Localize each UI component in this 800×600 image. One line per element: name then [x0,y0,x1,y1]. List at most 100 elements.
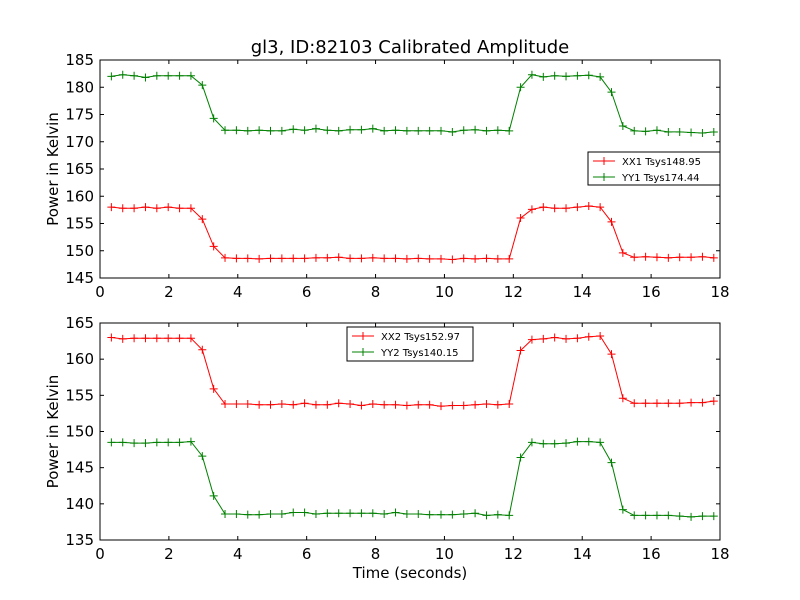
bottom-plot: 0 2 4 6 8 10 12 14 16 18 135 140 145 150 155 160 165 Powe… [44,314,730,563]
data-point-marker [357,254,366,263]
data-point-marker [505,511,514,520]
data-point-marker [539,203,548,212]
data-point-marker [130,71,139,80]
data-point-marker [277,254,286,263]
data-point-marker [687,512,696,521]
data-point-marker [471,254,480,263]
data-point-marker [311,509,320,518]
y-tick-label: 145 [65,459,94,477]
data-point-marker [562,204,571,213]
data-point-marker [266,400,275,409]
data-point-marker [459,401,468,410]
data-point-marker [550,439,559,448]
data-point-marker [596,332,605,341]
data-point-marker [334,399,343,408]
data-point-marker [573,203,582,212]
data-point-marker [641,399,650,408]
data-point-marker [630,511,639,520]
data-point-marker [607,88,616,97]
data-point-marker [232,126,241,135]
data-point-marker [107,72,116,81]
data-point-marker [346,254,355,263]
legend: XX2 Tsys152.97 YY2 Tsys140.15 [346,326,474,362]
y-tick-label: 145 [65,269,94,287]
data-point-marker [437,126,445,135]
data-point-marker [368,124,377,133]
legend-marker [359,332,367,340]
data-point-marker [130,204,139,213]
data-point-marker [493,510,502,519]
data-point-marker [311,124,320,133]
x-tick-label: 10 [435,283,454,301]
data-point-marker [493,126,502,135]
data-point-marker [300,126,309,135]
x-tick-label: 12 [504,283,523,301]
data-point-marker [596,203,605,212]
data-point-marker [368,400,377,409]
data-point-marker [368,509,377,518]
data-point-marker [334,126,343,135]
x-tick-label: 18 [710,545,729,563]
data-point-marker [346,400,355,409]
data-point-marker [687,398,696,407]
data-point-marker [164,438,173,447]
y-tick-label: 175 [65,106,94,124]
top-plot: 0 2 4 6 8 10 12 14 16 18 145 150 155 160 165 170 175 180 1… [44,51,730,301]
data-point-marker [493,254,502,263]
data-point-marker [209,384,218,393]
data-point-marker [675,512,684,521]
data-point-marker [584,332,593,341]
y-tick-label: 135 [65,531,94,549]
data-point-marker [346,509,355,518]
data-point-marker [414,400,423,409]
data-point-marker [380,509,389,518]
data-point-marker [209,114,218,123]
data-point-marker [607,350,616,359]
data-point-marker [289,400,298,409]
data-point-marker [550,71,559,80]
data-point-marker [175,71,184,80]
data-point-marker [186,71,195,80]
data-point-marker [414,254,423,263]
data-point-marker [402,401,411,410]
data-point-marker [698,129,707,138]
data-point-marker [652,126,661,135]
data-point-marker [471,400,480,409]
data-point-marker [618,248,627,257]
data-point-marker [311,253,320,262]
data-point-marker [130,439,139,448]
legend-label: XX2 Tsys152.97 [381,332,460,343]
data-point-marker [414,509,423,518]
x-tick-label: 8 [371,545,381,563]
data-point-marker [527,438,536,447]
data-point-marker [118,204,127,213]
data-point-marker [141,73,150,82]
data-point-marker [198,215,207,224]
data-point-marker [289,254,298,263]
data-point-marker [346,125,355,134]
x-tick-label: 8 [371,283,381,301]
data-point-marker [402,254,411,263]
y-tick-label: 155 [65,215,94,233]
y-tick-label: 170 [65,133,94,151]
y-tick-label: 180 [65,78,94,96]
data-point-marker [198,452,207,461]
data-point-marker [141,203,150,212]
data-point-marker [141,439,150,448]
data-point-marker [573,71,582,80]
data-point-marker [607,217,616,226]
data-point-marker [152,438,161,447]
data-point-marker [709,253,718,262]
data-point-marker [323,126,332,135]
series-line-yy2 [111,441,714,518]
data-point-marker [562,439,571,448]
data-point-marker [300,508,309,517]
y-axis-label: Power in Kelvin [44,375,62,489]
data-point-marker [198,81,207,90]
x-tick-label: 10 [435,545,454,563]
chart-title: gl3, ID:82103 Calibrated Amplitude [251,37,570,58]
data-point-marker [221,400,230,409]
data-point-marker [402,509,411,518]
y-tick-label: 165 [65,314,94,332]
data-point-marker [186,334,195,343]
